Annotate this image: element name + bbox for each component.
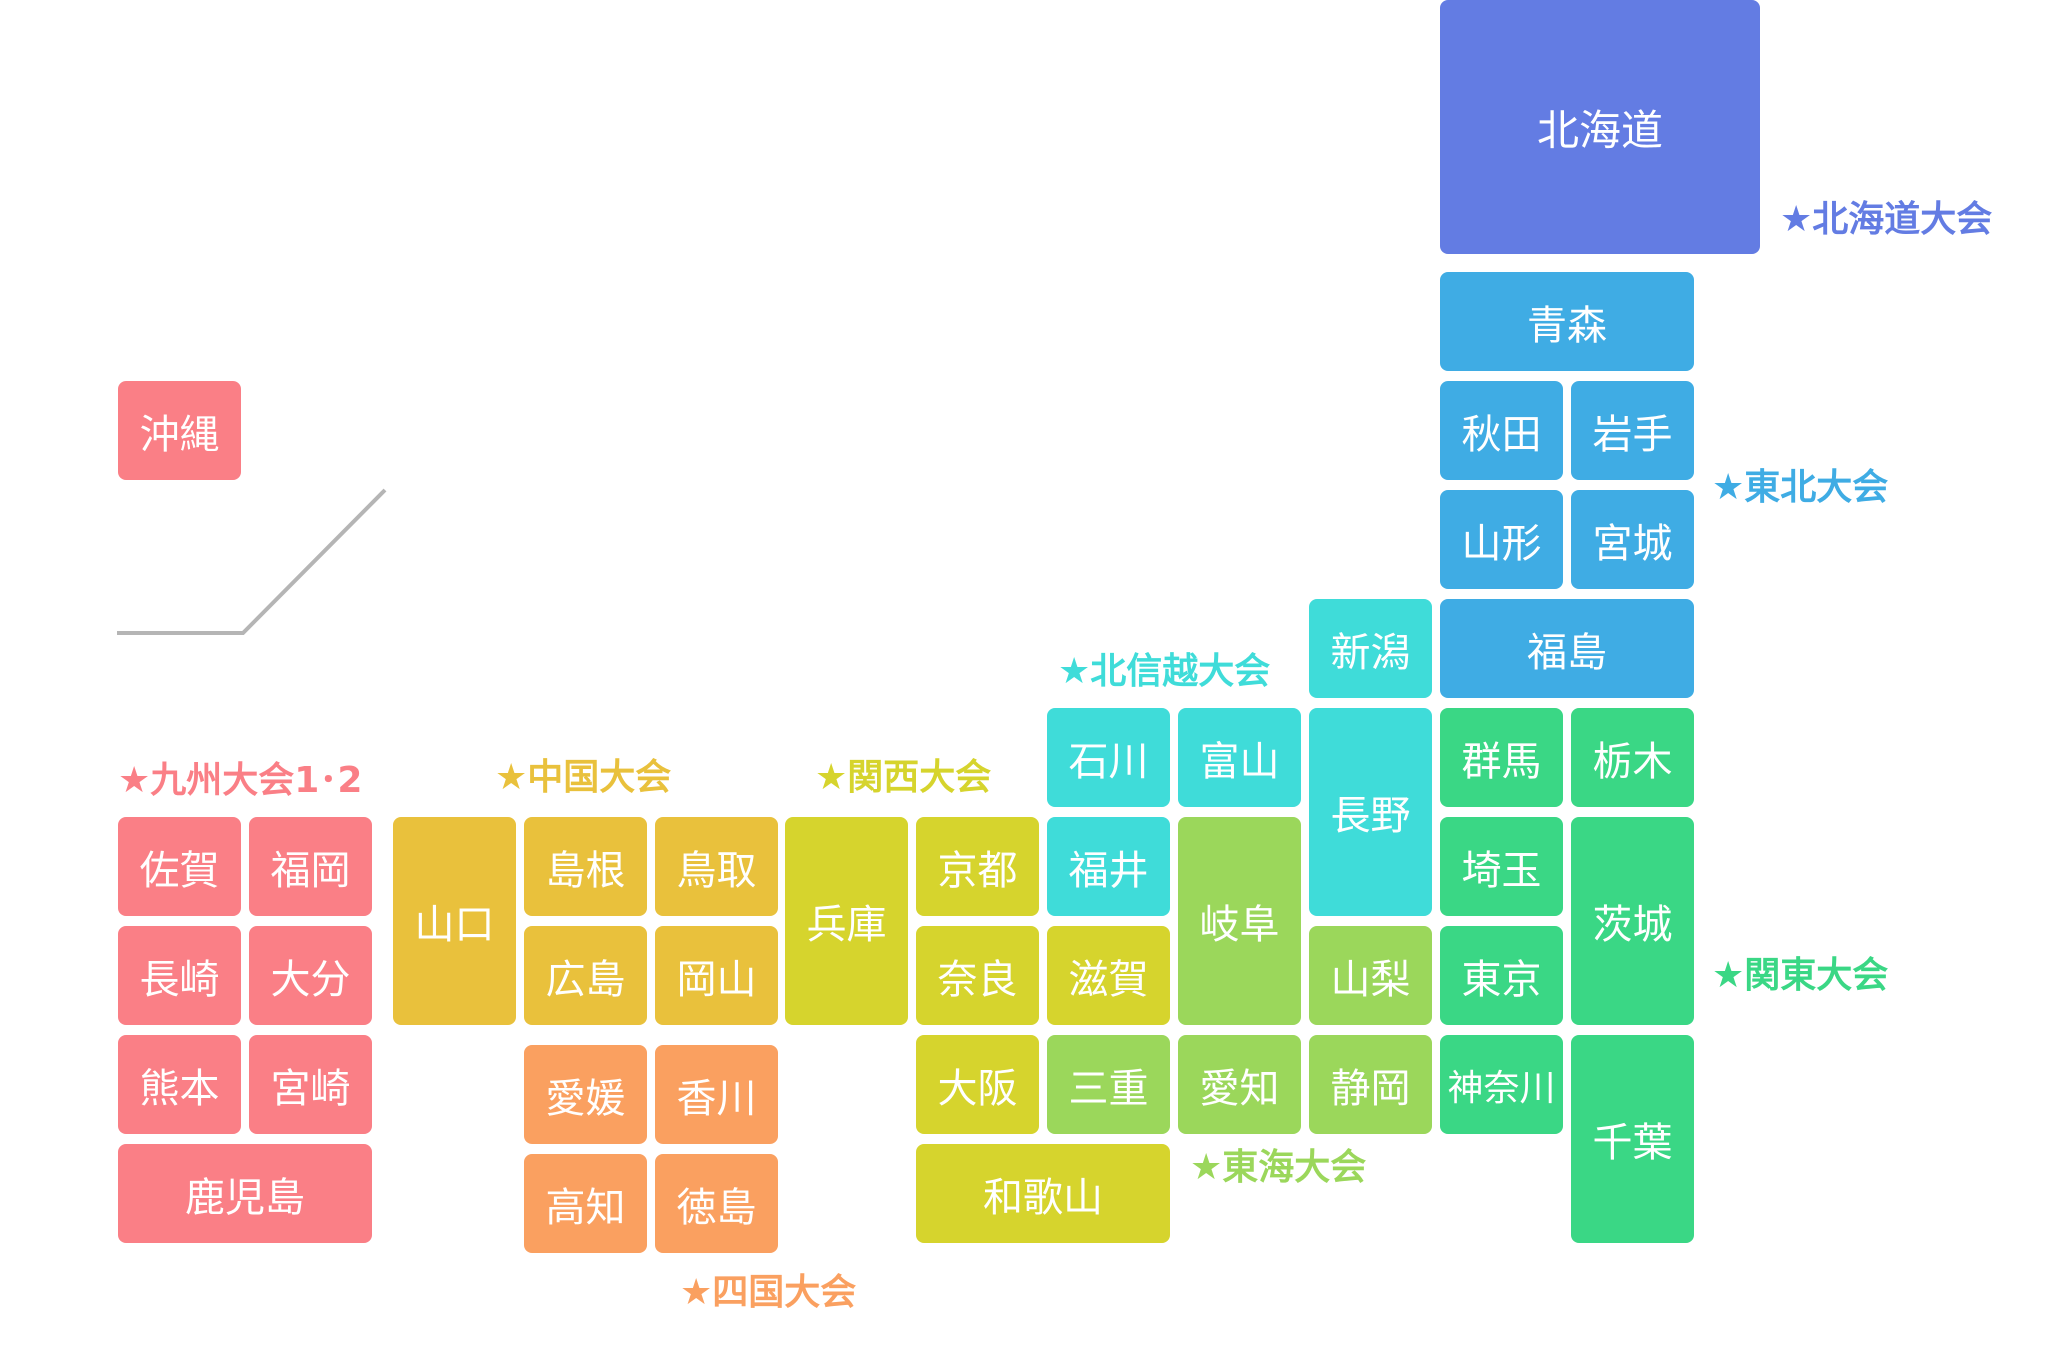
pref-kagawa[interactable]: 香川	[655, 1045, 778, 1144]
pref-gunma[interactable]: 群馬	[1440, 708, 1563, 807]
pref-yamaguchi[interactable]: 山口	[393, 817, 516, 1025]
region-label-chugoku: ★中国大会	[495, 757, 672, 798]
pref-nagano[interactable]: 長野	[1309, 708, 1432, 916]
pref-kagoshima[interactable]: 鹿児島	[118, 1144, 372, 1243]
pref-shimane[interactable]: 島根	[524, 817, 647, 916]
pref-oita[interactable]: 大分	[249, 926, 372, 1025]
pref-nagasaki[interactable]: 長崎	[118, 926, 241, 1025]
pref-aichi[interactable]: 愛知	[1178, 1035, 1301, 1134]
pref-wakayama[interactable]: 和歌山	[916, 1144, 1170, 1243]
pref-nara[interactable]: 奈良	[916, 926, 1039, 1025]
pref-iwate[interactable]: 岩手	[1571, 381, 1694, 480]
pref-tochigi[interactable]: 栃木	[1571, 708, 1694, 807]
pref-okayama[interactable]: 岡山	[655, 926, 778, 1025]
pref-yamagata[interactable]: 山形	[1440, 490, 1563, 589]
pref-mie[interactable]: 三重	[1047, 1035, 1170, 1134]
pref-tottori[interactable]: 鳥取	[655, 817, 778, 916]
pref-ehime[interactable]: 愛媛	[524, 1045, 647, 1144]
region-label-kansai: ★関西大会	[815, 757, 992, 798]
pref-aomori[interactable]: 青森	[1440, 272, 1694, 371]
pref-kochi[interactable]: 高知	[524, 1154, 647, 1253]
region-label-kyushu: ★九州大会1･2	[118, 760, 363, 801]
pref-kumamoto[interactable]: 熊本	[118, 1035, 241, 1134]
pref-tokushima[interactable]: 徳島	[655, 1154, 778, 1253]
pref-fukui[interactable]: 福井	[1047, 817, 1170, 916]
pref-akita[interactable]: 秋田	[1440, 381, 1563, 480]
region-label-tohoku: ★東北大会	[1712, 467, 1889, 508]
pref-kyoto[interactable]: 京都	[916, 817, 1039, 916]
pref-tokyo[interactable]: 東京	[1440, 926, 1563, 1025]
pref-osaka[interactable]: 大阪	[916, 1035, 1039, 1134]
pref-hiroshima[interactable]: 広島	[524, 926, 647, 1025]
region-label-hokushinetsu: ★北信越大会	[1058, 651, 1271, 692]
pref-kanagawa[interactable]: 神奈川	[1440, 1035, 1563, 1134]
pref-yamanashi[interactable]: 山梨	[1309, 926, 1432, 1025]
pref-fukuoka[interactable]: 福岡	[249, 817, 372, 916]
pref-shizuoka[interactable]: 静岡	[1309, 1035, 1432, 1134]
pref-toyama[interactable]: 富山	[1178, 708, 1301, 807]
pref-fukushima[interactable]: 福島	[1440, 599, 1694, 698]
pref-gifu[interactable]: 岐阜	[1178, 817, 1301, 1025]
region-label-shikoku: ★四国大会	[680, 1272, 857, 1313]
pref-miyazaki[interactable]: 宮崎	[249, 1035, 372, 1134]
pref-hyogo[interactable]: 兵庫	[785, 817, 908, 1025]
pref-saga[interactable]: 佐賀	[118, 817, 241, 916]
pref-miyagi[interactable]: 宮城	[1571, 490, 1694, 589]
pref-okinawa[interactable]: 沖縄	[118, 381, 241, 480]
pref-ibaraki[interactable]: 茨城	[1571, 817, 1694, 1025]
region-label-hokkaido: ★北海道大会	[1780, 199, 1993, 240]
pref-saitama[interactable]: 埼玉	[1440, 817, 1563, 916]
pref-chiba[interactable]: 千葉	[1571, 1035, 1694, 1243]
region-label-tokai: ★東海大会	[1190, 1147, 1367, 1188]
pref-hokkaido[interactable]: 北海道	[1440, 0, 1760, 254]
pref-shiga[interactable]: 滋賀	[1047, 926, 1170, 1025]
pref-ishikawa[interactable]: 石川	[1047, 708, 1170, 807]
pref-niigata[interactable]: 新潟	[1309, 599, 1432, 698]
region-label-kanto: ★関東大会	[1712, 955, 1889, 996]
